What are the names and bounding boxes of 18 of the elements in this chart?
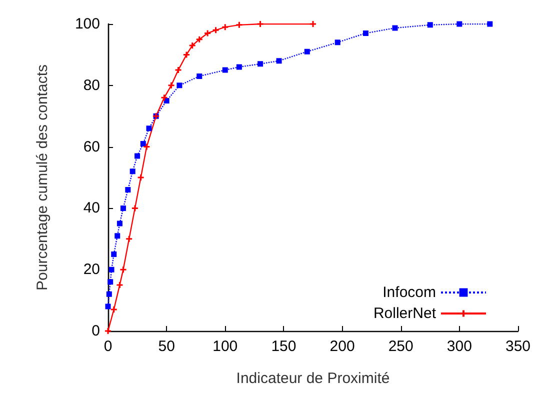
y-axis-title: Pourcentage cumulé des contacts xyxy=(34,64,51,290)
legend-label: Infocom xyxy=(382,284,436,301)
x-axis-title: Indicateur de Proximité xyxy=(236,370,390,387)
x-tick-label: 200 xyxy=(330,338,355,355)
x-tick-label: 100 xyxy=(212,338,238,355)
x-tick-label: 0 xyxy=(104,338,112,355)
y-tick-label: 100 xyxy=(74,16,100,32)
y-tick-label: 60 xyxy=(83,138,100,156)
x-tick-label: 150 xyxy=(271,338,296,355)
x-tick-label: 300 xyxy=(446,338,472,355)
y-tick-label: 20 xyxy=(83,261,100,278)
x-tick-label: 350 xyxy=(505,338,531,355)
x-tick-label: 250 xyxy=(388,338,414,355)
legend-label: RollerNet xyxy=(373,305,437,322)
y-tick-label: 80 xyxy=(83,76,100,94)
y-tick-label: 40 xyxy=(83,200,100,217)
y-tick-label: 0 xyxy=(92,322,100,340)
x-tick-label: 50 xyxy=(158,338,175,355)
